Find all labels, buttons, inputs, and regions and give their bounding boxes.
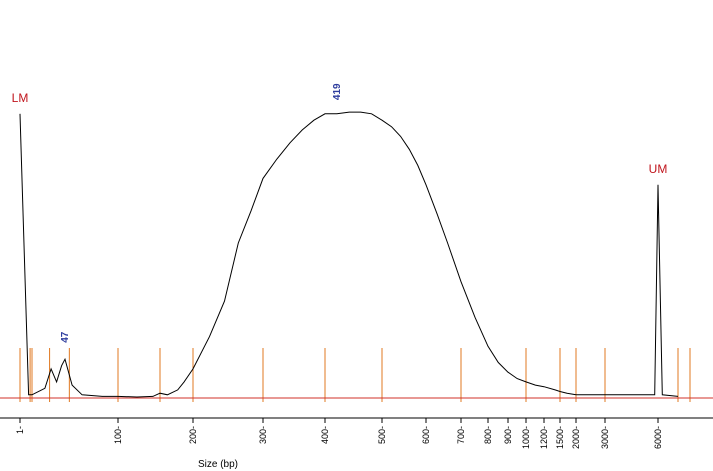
- x-tick-label: 400-: [320, 426, 330, 444]
- x-tick-label: 6000-: [653, 426, 663, 449]
- peak-label: 419: [332, 83, 343, 100]
- x-tick-label: 2000-: [571, 426, 581, 449]
- x-tick-label: 200-: [188, 426, 198, 444]
- x-tick-label: 100-: [113, 426, 123, 444]
- x-tick-label: 3000-: [600, 426, 610, 449]
- x-tick-label: 900-: [503, 426, 513, 444]
- marker-label-um: UM: [649, 162, 668, 176]
- x-tick-label: 1000-: [521, 426, 531, 449]
- x-tick-label: 300-: [258, 426, 268, 444]
- x-tick-label: 700-: [456, 426, 466, 444]
- x-tick-label: 1-: [15, 426, 25, 434]
- x-tick-label: 600-: [421, 426, 431, 444]
- x-axis-ticks: 1- 100- 200- 300- 400- 500- 600- 700- 800- 900- 10…: [15, 418, 663, 449]
- x-tick-label: 500-: [377, 426, 387, 444]
- marker-label-lm: LM: [12, 91, 29, 105]
- x-axis-title: Size (bp): [198, 459, 238, 470]
- annotations: LM UM 47 419: [12, 83, 668, 343]
- x-tick-label: 800-: [483, 426, 493, 444]
- ladder-lines: [19, 348, 691, 402]
- peak-label: 47: [60, 331, 71, 343]
- x-tick-label: 1200-: [539, 426, 549, 449]
- x-tick-label: 1500-: [555, 426, 565, 449]
- signal-trace: [19, 111, 679, 398]
